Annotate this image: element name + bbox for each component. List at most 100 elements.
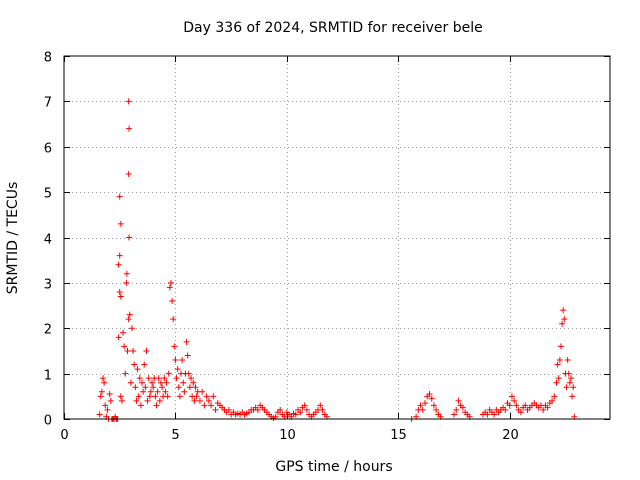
data-point xyxy=(171,343,178,350)
data-point xyxy=(459,404,466,411)
data-point xyxy=(172,357,179,364)
data-point xyxy=(196,397,203,404)
data-point xyxy=(422,400,429,407)
data-point xyxy=(115,334,122,341)
data-point xyxy=(303,406,310,413)
data-point xyxy=(106,391,113,398)
data-point xyxy=(132,384,139,391)
data-point xyxy=(149,379,156,386)
data-point xyxy=(150,384,157,391)
data-point xyxy=(125,170,132,177)
data-point xyxy=(184,352,191,359)
data-point xyxy=(199,388,206,395)
data-point xyxy=(169,298,176,305)
data-point xyxy=(176,393,183,400)
data-point xyxy=(484,411,491,418)
data-point xyxy=(152,393,159,400)
data-point xyxy=(146,393,153,400)
data-point xyxy=(153,402,160,409)
data-point xyxy=(170,316,177,323)
data-point xyxy=(549,397,556,404)
data-point xyxy=(205,397,212,404)
data-point xyxy=(155,375,162,382)
data-point xyxy=(561,316,568,323)
data-point xyxy=(101,379,108,386)
data-point xyxy=(430,402,437,409)
y-tick-label: 4 xyxy=(44,233,52,248)
data-point xyxy=(190,379,197,386)
chart-title: Day 336 of 2024, SRMTID for receiver bel… xyxy=(183,20,482,36)
data-point xyxy=(120,329,127,336)
data-point xyxy=(491,411,498,418)
data-point xyxy=(125,98,132,105)
data-point xyxy=(180,379,187,386)
data-point xyxy=(154,388,161,395)
data-point xyxy=(156,397,163,404)
data-point xyxy=(100,375,106,382)
data-point xyxy=(165,370,172,377)
data-point xyxy=(225,406,232,413)
data-point xyxy=(166,284,173,291)
data-point xyxy=(564,357,571,364)
x-axis-ticks: 0 5 10 15 20 xyxy=(60,56,519,443)
data-point xyxy=(208,402,215,409)
data-point xyxy=(191,397,198,404)
data-point xyxy=(115,261,122,268)
data-point xyxy=(163,379,170,386)
data-point xyxy=(96,411,103,418)
grid-lines xyxy=(64,56,610,419)
data-point xyxy=(125,316,132,323)
data-point xyxy=(511,397,518,404)
data-point xyxy=(453,406,460,413)
data-point xyxy=(157,379,164,386)
data-point xyxy=(104,406,111,413)
data-point xyxy=(116,193,123,200)
data-point xyxy=(186,384,193,391)
data-point xyxy=(201,402,208,409)
x-tick-label: 20 xyxy=(502,428,519,443)
plot-frame xyxy=(63,55,611,420)
y-axis-label: SRMTID / TECUs xyxy=(5,182,21,295)
data-point xyxy=(107,397,114,404)
data-point xyxy=(161,375,168,382)
data-point xyxy=(143,347,150,354)
data-point xyxy=(568,375,574,382)
data-point xyxy=(117,393,124,400)
data-point xyxy=(173,375,180,382)
data-point xyxy=(508,393,515,400)
data-point xyxy=(433,406,440,413)
data-point xyxy=(116,288,123,295)
y-tick-label: 3 xyxy=(44,278,52,293)
x-tick-label: 15 xyxy=(390,428,407,443)
data-point xyxy=(563,384,570,391)
data-point xyxy=(142,384,149,391)
data-point xyxy=(128,325,135,332)
data-point xyxy=(135,393,142,400)
data-point xyxy=(127,379,134,386)
data-point xyxy=(254,406,261,413)
y-tick-label: 6 xyxy=(44,142,52,157)
y-tick-label: 5 xyxy=(44,187,52,202)
data-point xyxy=(297,409,304,416)
data-point xyxy=(147,388,154,395)
data-point xyxy=(451,411,457,418)
data-point xyxy=(570,384,577,391)
data-point xyxy=(179,357,186,364)
data-point xyxy=(417,402,424,409)
data-point xyxy=(124,347,131,354)
data-point xyxy=(544,404,551,411)
data-point xyxy=(145,375,152,382)
data-point xyxy=(122,370,129,377)
x-tick-label: 10 xyxy=(279,428,296,443)
data-point xyxy=(566,379,573,386)
data-point xyxy=(569,393,576,400)
y-tick-label: 8 xyxy=(44,51,52,66)
data-point xyxy=(123,270,130,277)
data-point xyxy=(522,402,529,409)
data-point xyxy=(133,397,140,404)
data-point xyxy=(123,279,130,286)
data-point xyxy=(559,320,566,327)
data-point xyxy=(540,406,547,413)
data-point xyxy=(131,361,138,368)
data-point xyxy=(174,366,181,373)
